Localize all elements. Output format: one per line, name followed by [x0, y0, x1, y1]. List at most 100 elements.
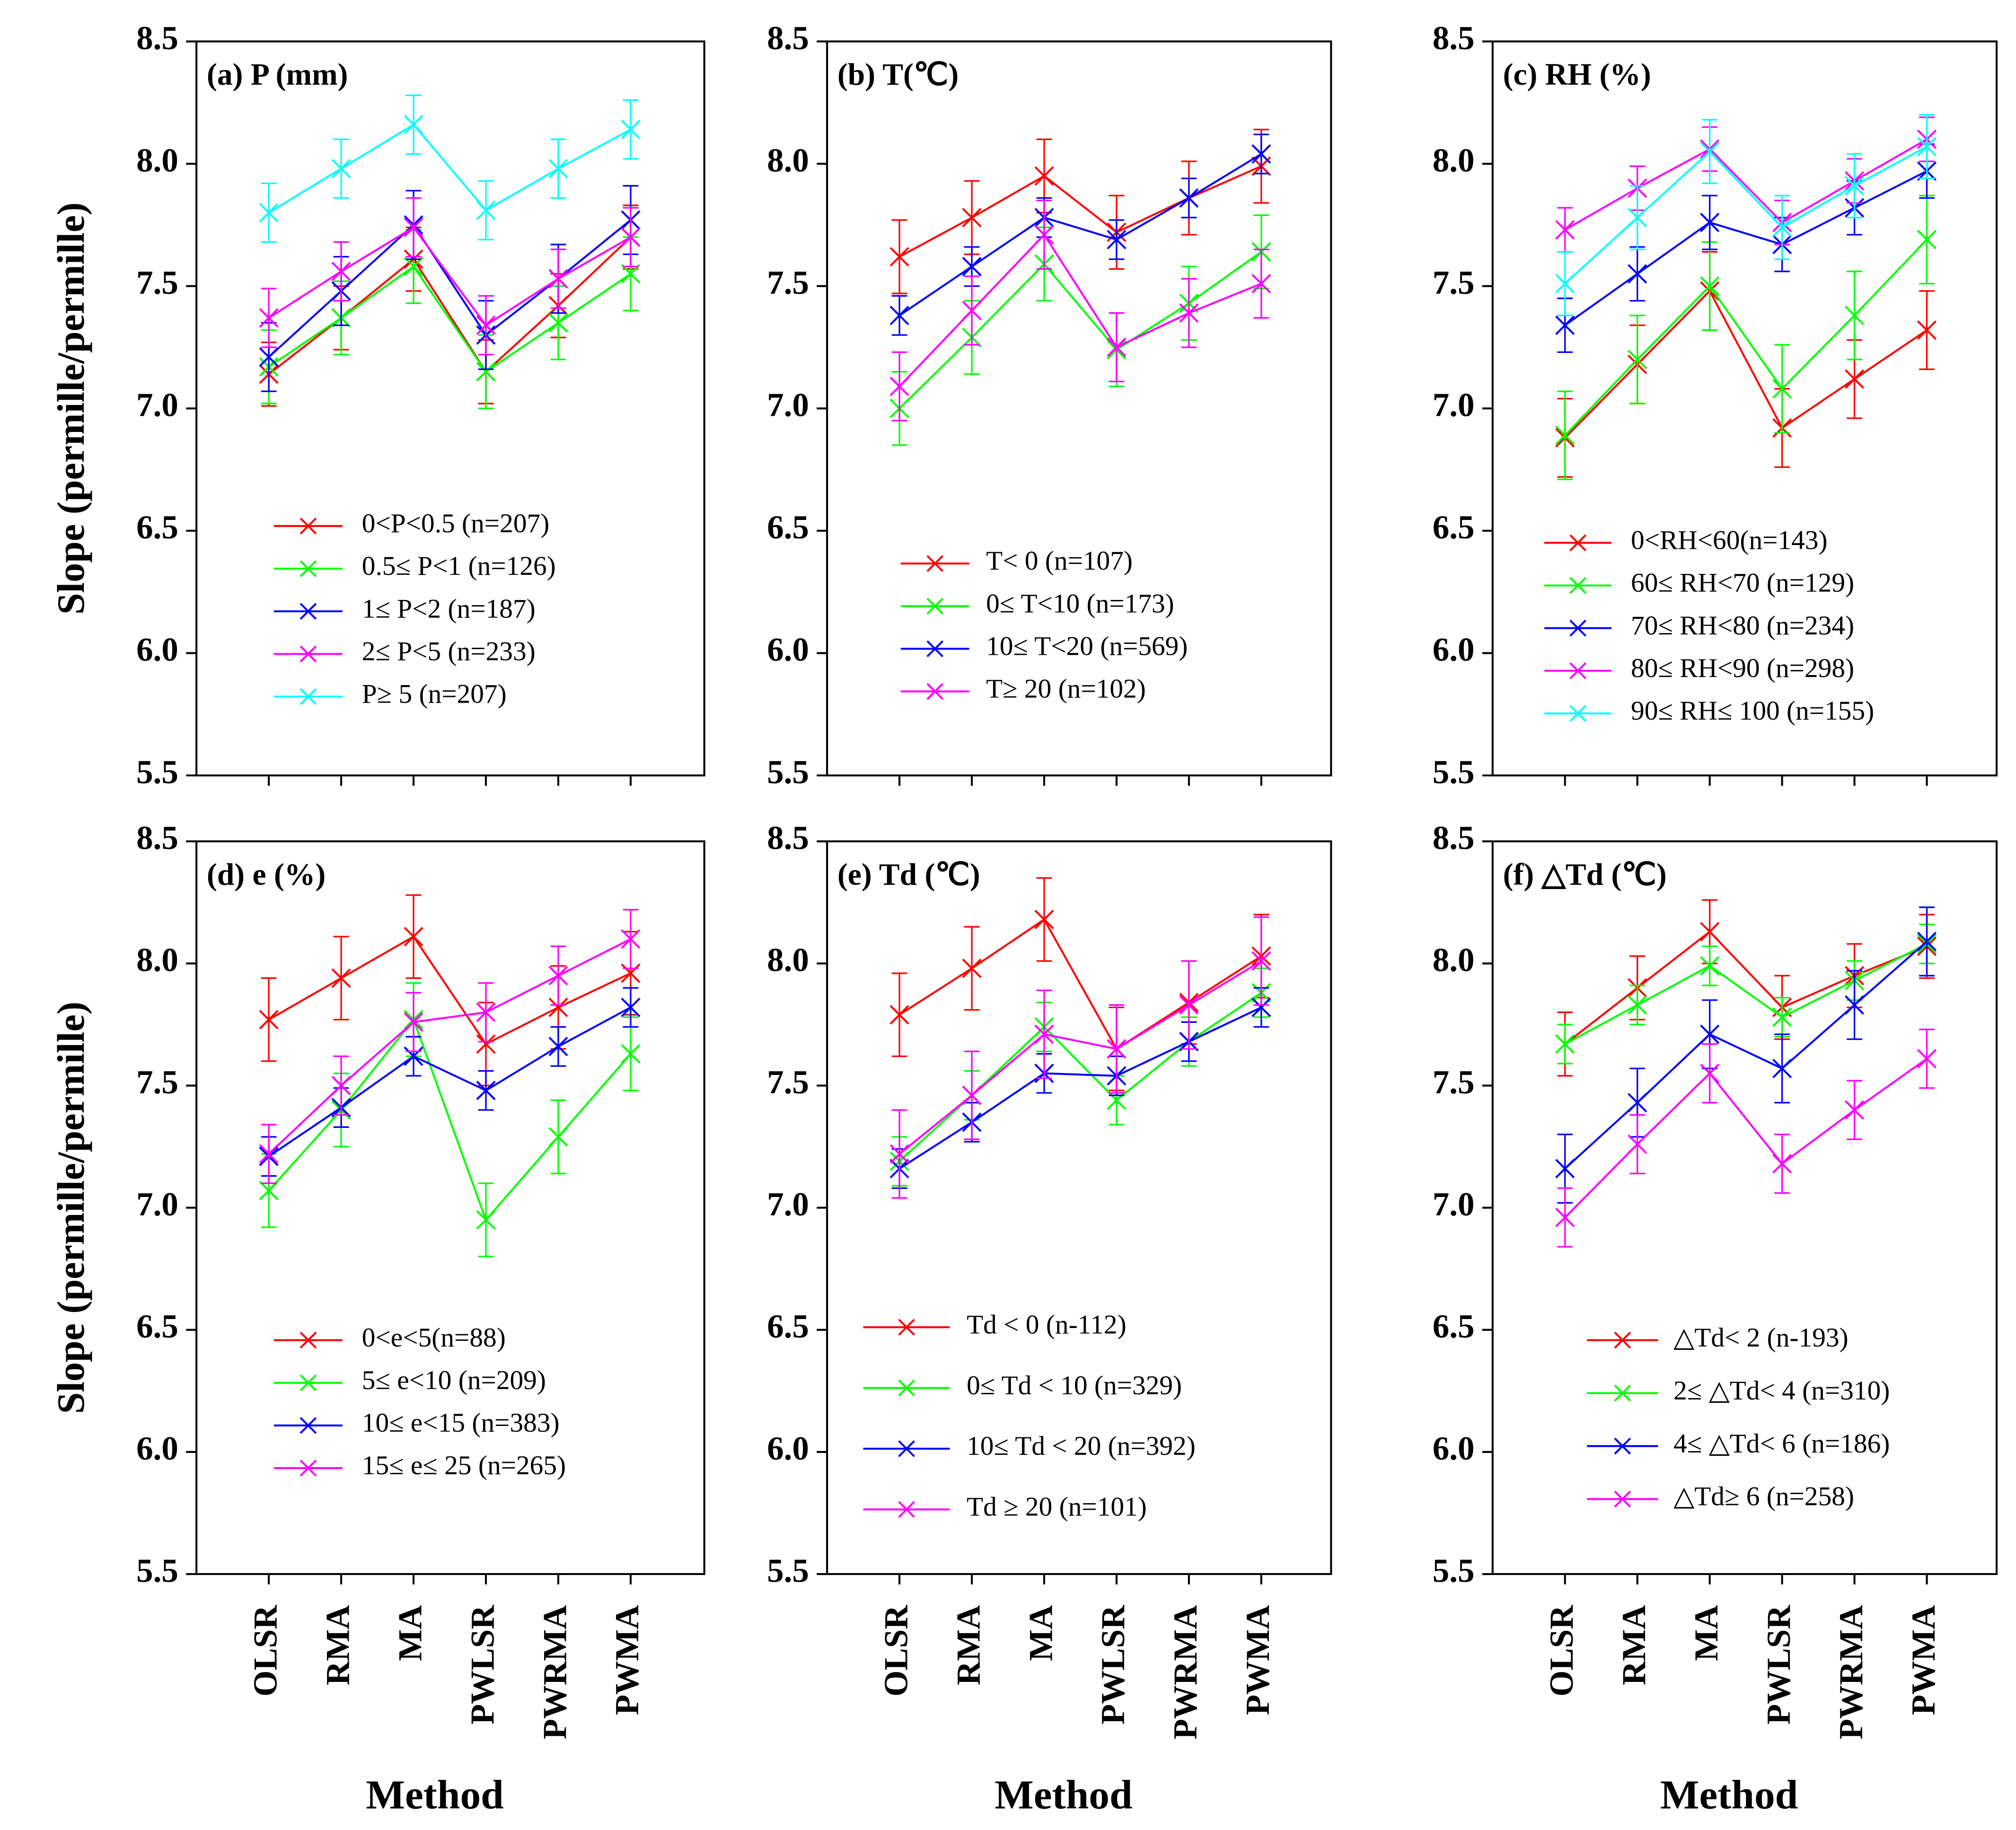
marker	[621, 1044, 641, 1064]
marker	[1845, 176, 1865, 196]
marker	[1700, 1064, 1720, 1083]
legend-label: 10≤ Td < 20 (n=392)	[967, 1431, 1196, 1461]
y-tick-label: 6.0	[136, 1430, 178, 1467]
series-line	[1564, 1058, 1928, 1218]
x-tick-label: PWRMA	[1167, 1605, 1204, 1740]
panel-title: (e) Td (℃)	[837, 858, 980, 892]
plot-frame	[826, 40, 1332, 777]
series-line	[268, 123, 631, 214]
legend-label: 0.5≤ P<1 (n=126)	[362, 551, 556, 581]
marker	[548, 158, 568, 179]
x-tick-label: RMA	[1616, 1605, 1653, 1686]
legend-label: 4≤ △Td< 6 (n=186)	[1673, 1429, 1890, 1459]
legend-marker	[1569, 662, 1586, 679]
y-tick-label: 8.0	[136, 942, 178, 979]
marker	[1772, 1154, 1792, 1174]
series-line	[1564, 943, 1928, 1045]
marker	[1700, 1024, 1720, 1044]
panel-title: (b) T(℃)	[837, 58, 959, 92]
marker	[331, 1075, 351, 1096]
marker	[889, 377, 909, 396]
marker	[889, 1144, 909, 1164]
x-tick-label: RMA	[319, 1605, 356, 1686]
marker	[1555, 315, 1575, 335]
y-tick-label: 5.5	[1433, 754, 1475, 791]
marker	[476, 1034, 496, 1054]
y-tick-label: 8.5	[136, 20, 178, 57]
marker	[1107, 337, 1127, 357]
marker	[1917, 229, 1937, 250]
marker	[1034, 909, 1054, 930]
y-tick-label: 8.0	[767, 142, 809, 179]
marker	[259, 1010, 279, 1029]
legend-marker	[299, 560, 317, 577]
legend-marker	[898, 1501, 915, 1518]
series-line	[268, 935, 631, 1046]
marker	[621, 929, 641, 949]
y-tick-label: 8.0	[1433, 942, 1475, 979]
marker	[1917, 137, 1937, 157]
y-tick-label: 7.5	[1433, 1064, 1475, 1101]
marker	[1772, 218, 1792, 238]
marker	[404, 218, 423, 238]
series-line	[1564, 138, 1928, 231]
legend-marker	[299, 1417, 317, 1434]
y-tick-label: 8.5	[1433, 820, 1475, 857]
legend-marker	[898, 1319, 915, 1336]
marker	[1772, 1007, 1792, 1027]
series-line	[268, 236, 632, 375]
marker	[1251, 144, 1271, 164]
series-line	[899, 165, 1262, 258]
marker	[1107, 1090, 1127, 1110]
legend-label: △Td< 2 (n-193)	[1673, 1323, 1848, 1353]
legend-marker	[299, 1460, 317, 1477]
legend-marker	[299, 645, 317, 663]
marker	[1700, 956, 1720, 976]
marker	[404, 1012, 423, 1032]
panel-title: (d) e (%)	[207, 858, 326, 892]
panel: 5.5 6.0 6.5 7.0 7.5 8.0 8.5 OLSR RMA MA PWLSR PWRMA…	[1433, 820, 1998, 1817]
legend-marker	[926, 598, 944, 615]
series-line	[268, 265, 632, 373]
series-line	[898, 960, 1262, 1155]
y-tick-label: 6.0	[1433, 1430, 1475, 1467]
legend-marker	[926, 683, 944, 700]
y-tick-label: 8.5	[767, 820, 809, 857]
x-tick-label: OLSR	[1543, 1605, 1580, 1697]
marker	[1107, 1039, 1127, 1059]
legend-label: 2≤ P<5 (n=233)	[362, 636, 536, 666]
legend-marker	[898, 1440, 915, 1457]
y-tick-label: 6.5	[136, 509, 178, 546]
marker	[331, 968, 351, 988]
series-line	[1564, 930, 1928, 1045]
y-axis-label: Slope (permille/permille)	[49, 202, 92, 615]
marker	[1179, 995, 1199, 1015]
marker	[404, 256, 423, 276]
panel: 5.5 6.0 6.5 7.0 7.5 8.0 8.5 OLSR RMA MA PWLSR PWRMA…	[767, 820, 1332, 1817]
legend-marker	[1569, 534, 1586, 552]
marker	[621, 997, 641, 1017]
marker	[1628, 208, 1647, 228]
series-line	[1564, 170, 1928, 326]
marker	[1700, 922, 1720, 941]
legend-label: 0≤ Td < 10 (n=329)	[967, 1371, 1182, 1400]
marker	[259, 347, 279, 367]
marker	[889, 1005, 909, 1025]
panel: 5.5 6.0 6.5 7.0 7.5 8.0 8.5 (b) T(℃) T< 0 (n=107…	[767, 20, 1332, 791]
marker	[259, 308, 279, 328]
y-tick-label: 7.5	[1433, 264, 1475, 301]
y-tick-label: 5.5	[136, 1552, 178, 1589]
panel-title: (c) RH (%)	[1503, 58, 1651, 92]
y-tick-label: 6.0	[1433, 632, 1475, 669]
legend-label: 1≤ P<2 (n=187)	[362, 594, 536, 624]
y-tick-label: 8.5	[767, 20, 809, 57]
marker	[1628, 1093, 1647, 1113]
marker	[962, 300, 982, 320]
marker	[476, 315, 496, 335]
y-tick-label: 7.0	[136, 1186, 178, 1223]
y-tick-label: 7.0	[767, 1186, 809, 1223]
marker	[259, 203, 279, 223]
marker	[1034, 1024, 1054, 1044]
marker	[1034, 166, 1054, 186]
y-tick-label: 7.5	[767, 264, 809, 301]
